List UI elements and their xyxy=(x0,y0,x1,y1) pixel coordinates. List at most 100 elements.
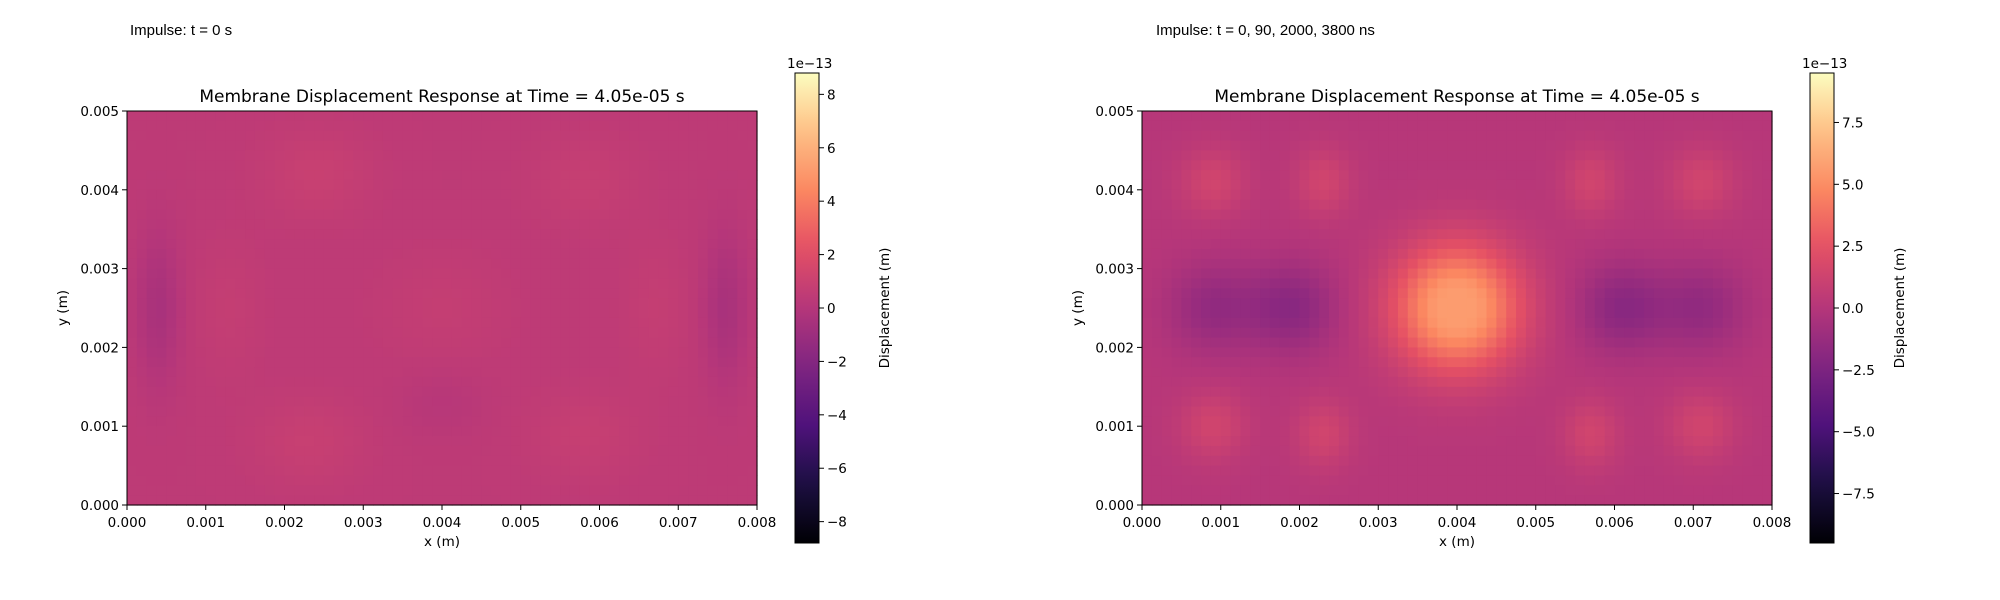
heatmap-cell xyxy=(1289,150,1301,161)
heatmap-cell xyxy=(1269,357,1281,368)
heatmap-cell xyxy=(127,357,138,368)
heatmap-cell xyxy=(146,386,158,398)
heatmap-cell xyxy=(1220,386,1232,398)
heatmap-cell xyxy=(1407,396,1419,408)
heatmap-cell xyxy=(373,298,384,309)
heatmap-cell xyxy=(697,327,709,339)
heatmap-cell xyxy=(205,150,217,161)
heatmap-cell xyxy=(215,396,227,408)
heatmap-cell xyxy=(569,268,581,280)
heatmap-cell xyxy=(1309,288,1320,299)
heatmap-cell xyxy=(1368,308,1379,319)
heatmap-cell xyxy=(1516,367,1527,378)
heatmap-cell xyxy=(1191,278,1202,289)
heatmap-cell xyxy=(127,327,138,339)
heatmap-cell xyxy=(1496,347,1507,358)
heatmap-cell xyxy=(540,120,551,132)
heatmap-cell xyxy=(1338,455,1350,467)
heatmap-cell xyxy=(422,140,433,151)
heatmap-cell xyxy=(1161,445,1173,457)
heatmap-cell xyxy=(609,308,620,319)
heatmap-cell xyxy=(1299,248,1310,260)
heatmap-cell xyxy=(1703,436,1714,447)
heatmap-cell xyxy=(294,130,305,142)
heatmap-cell xyxy=(1457,199,1468,211)
heatmap-cell xyxy=(176,465,187,477)
heatmap-cell xyxy=(176,120,187,132)
heatmap-cell xyxy=(638,150,650,161)
heatmap-cell xyxy=(422,120,433,132)
heatmap-cell xyxy=(1171,278,1182,289)
heatmap-cell xyxy=(1388,170,1399,181)
heatmap-cell xyxy=(1230,219,1242,230)
heatmap-cell xyxy=(1309,120,1320,132)
heatmap-cell xyxy=(1584,120,1596,132)
heatmap-cell xyxy=(1614,455,1625,467)
heatmap-cell xyxy=(284,268,295,280)
heatmap-cell xyxy=(1703,386,1714,398)
heatmap-cell xyxy=(619,140,630,151)
heatmap-cell xyxy=(373,209,384,220)
heatmap-cell xyxy=(1683,288,1694,299)
heatmap-cell xyxy=(442,485,453,496)
heatmap-cell xyxy=(1516,179,1527,191)
heatmap-cell xyxy=(688,495,699,506)
heatmap-cell xyxy=(1447,386,1458,398)
heatmap-cell xyxy=(1653,337,1665,348)
heatmap-cell xyxy=(569,298,581,309)
heatmap-cell xyxy=(668,219,679,230)
heatmap-cell xyxy=(501,229,512,240)
heatmap-cell xyxy=(1151,268,1163,280)
heatmap-cell xyxy=(1575,140,1586,151)
x-tick-label: 0.000 xyxy=(108,515,147,531)
heatmap-cell xyxy=(550,278,561,289)
heatmap-cell xyxy=(304,170,315,181)
heatmap-cell xyxy=(363,436,374,447)
heatmap-cell xyxy=(1535,376,1547,388)
heatmap-cell xyxy=(284,288,295,299)
heatmap-cell xyxy=(392,475,404,486)
heatmap-cell xyxy=(1555,475,1566,486)
heatmap-cell xyxy=(1496,120,1507,132)
heatmap-cell xyxy=(353,376,364,388)
heatmap-cell xyxy=(1555,367,1566,378)
heatmap-cell xyxy=(747,386,758,398)
heatmap-cell xyxy=(451,416,463,427)
heatmap-cell xyxy=(1683,298,1694,309)
heatmap-cell xyxy=(668,475,679,486)
heatmap-cell xyxy=(668,308,679,319)
heatmap-cell xyxy=(569,406,581,417)
heatmap-cell xyxy=(136,367,148,378)
heatmap-cell xyxy=(314,229,325,240)
heatmap-cell xyxy=(481,396,492,408)
heatmap-cell xyxy=(146,445,158,457)
heatmap-cell xyxy=(1338,298,1350,309)
heatmap-cell xyxy=(1555,436,1566,447)
heatmap-cell xyxy=(1142,111,1153,122)
heatmap-cell xyxy=(1181,278,1192,289)
heatmap-cell xyxy=(707,239,719,250)
heatmap-cell xyxy=(373,376,384,388)
heatmap-cell xyxy=(127,406,138,417)
heatmap-cell xyxy=(1230,239,1242,250)
heatmap-cell xyxy=(1142,367,1153,378)
heatmap-cell xyxy=(648,189,660,201)
heatmap-cell xyxy=(747,308,758,319)
heatmap-cell xyxy=(1427,445,1438,457)
heatmap-cell xyxy=(737,160,748,171)
heatmap-cell xyxy=(1348,485,1360,496)
heatmap-cell xyxy=(707,396,719,408)
heatmap-cell xyxy=(363,298,374,309)
heatmap-cell xyxy=(1486,337,1497,348)
heatmap-cell xyxy=(1289,495,1301,506)
heatmap-cell xyxy=(1575,209,1586,220)
heatmap-cell xyxy=(1388,327,1399,339)
heatmap-cell xyxy=(1663,258,1675,270)
heatmap-cell xyxy=(412,347,423,358)
heatmap-cell xyxy=(1417,140,1429,151)
heatmap-cell xyxy=(1309,130,1320,142)
heatmap-cell xyxy=(747,219,758,230)
heatmap-cell xyxy=(136,475,148,486)
heatmap-cell xyxy=(1594,475,1606,486)
heatmap-cell xyxy=(619,386,630,398)
